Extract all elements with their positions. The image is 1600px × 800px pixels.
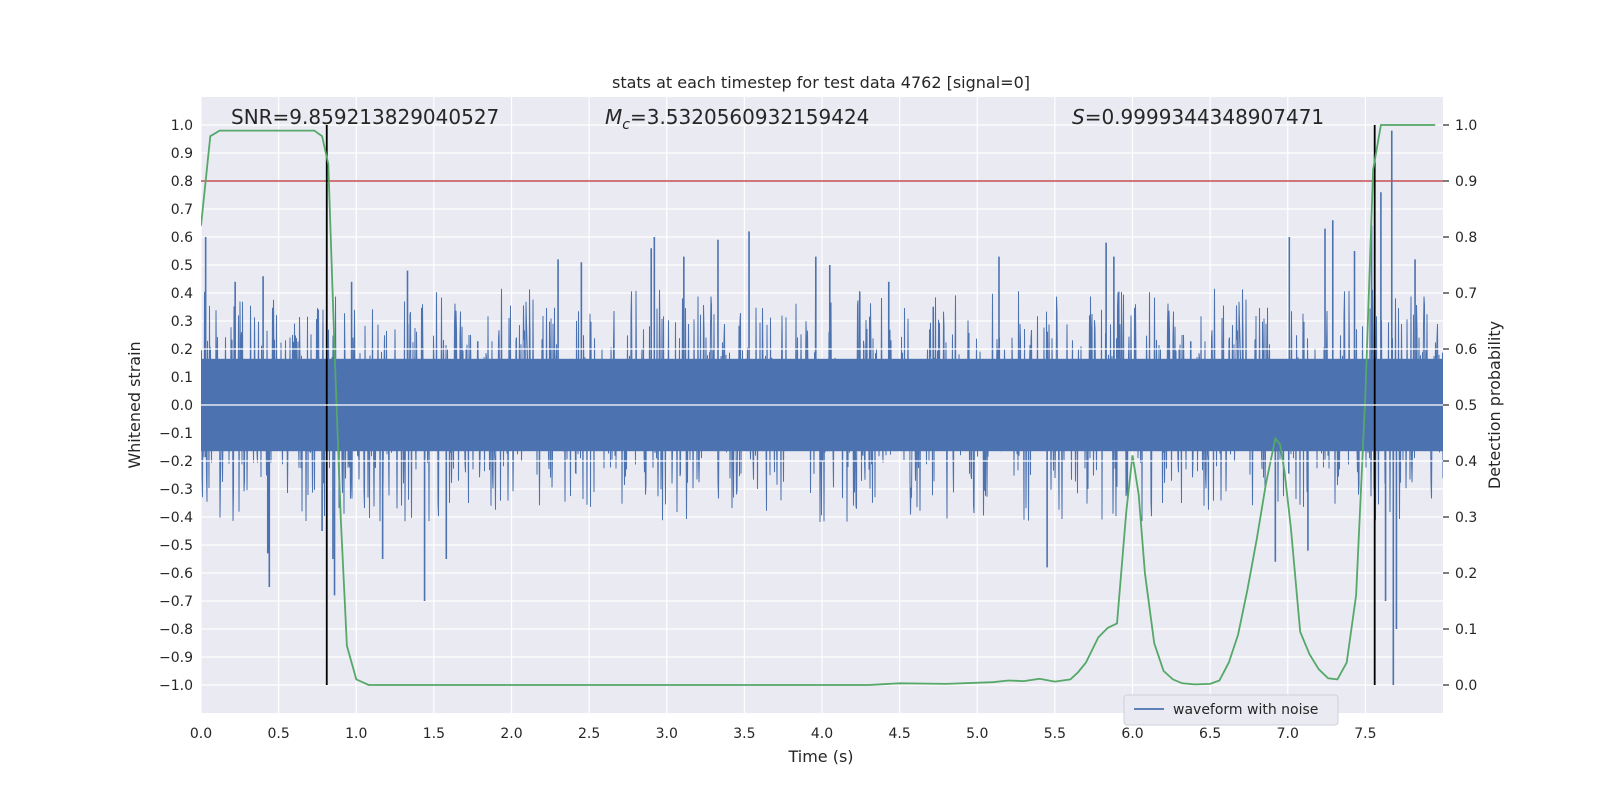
y-tick-label-1: −0.9 <box>159 650 193 666</box>
y2-tick-label-5: 0.5 <box>1455 398 1477 414</box>
x-tick-label-12: 6.0 <box>1121 726 1143 742</box>
y-tick-label-7: −0.3 <box>159 482 193 498</box>
x-tick-label-0: 0.0 <box>190 726 212 742</box>
y-tick-label-14: 0.4 <box>171 286 193 302</box>
y-tick-label-6: −0.4 <box>159 510 193 526</box>
chirp-mass-subscript: c <box>622 117 630 133</box>
x-tick-label-6: 3.0 <box>656 726 678 742</box>
y-tick-label-10: 0.0 <box>171 398 193 414</box>
y2-axis-label: Detection probability <box>1485 321 1504 489</box>
y-tick-label-12: 0.2 <box>171 342 193 358</box>
y2-tick-label-0: 0.0 <box>1455 678 1477 694</box>
y-tick-label-17: 0.7 <box>171 202 193 218</box>
probability-series <box>201 124 1436 686</box>
x-tick-label-3: 1.5 <box>423 726 445 742</box>
y-tick-label-4: −0.6 <box>159 566 193 582</box>
x-axis-label: Time (s) <box>787 747 853 766</box>
y-tick-label-2: −0.8 <box>159 622 193 638</box>
y2-tick-label-4: 0.4 <box>1455 454 1477 470</box>
y-tick-label-3: −0.7 <box>159 594 193 610</box>
x-tick-label-4: 2.0 <box>500 726 522 742</box>
chirp-mass-annotation: Mc=3.5320560932159424 <box>605 105 869 133</box>
x-tick-label-14: 7.0 <box>1277 726 1299 742</box>
x-tick-label-11: 5.5 <box>1044 726 1066 742</box>
y2-tick-label-6: 0.6 <box>1455 342 1477 358</box>
x-tick-label-10: 5.0 <box>966 726 988 742</box>
x-tick-label-2: 1.0 <box>345 726 367 742</box>
y-tick-label-20: 1.0 <box>171 118 193 134</box>
legend-box <box>1123 694 1339 726</box>
y-tick-label-0: −1.0 <box>159 678 193 694</box>
x-tick-label-5: 2.5 <box>578 726 600 742</box>
y-tick-label-18: 0.8 <box>171 174 193 190</box>
x-tick-label-13: 6.5 <box>1199 726 1221 742</box>
y2-tick-label-1: 0.1 <box>1455 622 1477 638</box>
x-tick-label-7: 3.5 <box>733 726 755 742</box>
y-axis-ticks: −1.0 −0.9 −0.8 −0.7 −0.6 −0.5 −0.4 −0.3 −0.2 −0.1… <box>159 118 193 694</box>
y-tick-label-11: 0.1 <box>171 370 193 386</box>
y-tick-label-19: 0.9 <box>171 146 193 162</box>
x-tick-label-15: 7.5 <box>1354 726 1376 742</box>
score-annotation: S=0.9999344348907471 <box>1072 105 1324 129</box>
chart-title: stats at each timestep for test data 476… <box>612 73 1030 92</box>
white-reference-lines <box>201 348 1443 462</box>
chirp-mass-symbol: M <box>605 105 622 129</box>
y-tick-label-13: 0.3 <box>171 314 193 330</box>
x-axis-ticks: 0.0 0.5 1.0 1.5 2.0 2.5 3.0 3.5 4.0 4.5 5.0 5.5 6.0 6… <box>190 726 1377 742</box>
y2-axis-ticks: 0.0 0.1 0.2 0.3 0.4 0.5 0.6 0.7 0.8 0.9 1.0 <box>1443 118 1477 694</box>
y2-tick-label-8: 0.8 <box>1455 230 1477 246</box>
x-tick-label-8: 4.0 <box>811 726 833 742</box>
y-axis-label: Whitened strain <box>125 341 144 468</box>
legend: waveform with noise <box>1123 694 1339 726</box>
y2-tick-label-3: 0.3 <box>1455 510 1477 526</box>
x-tick-label-1: 0.5 <box>267 726 289 742</box>
y2-tick-label-2: 0.2 <box>1455 566 1477 582</box>
y-tick-label-15: 0.5 <box>171 258 193 274</box>
snr-annotation: SNR=9.859213829040527 <box>231 105 499 129</box>
legend-entry: waveform with noise <box>1173 702 1318 718</box>
score-symbol: S <box>1072 105 1085 129</box>
y-tick-label-9: −0.1 <box>159 426 193 442</box>
score-value: =0.9999344348907471 <box>1085 105 1324 129</box>
probability-line <box>201 124 1436 686</box>
y-tick-label-16: 0.6 <box>171 230 193 246</box>
y-tick-label-5: −0.5 <box>159 538 193 554</box>
y-tick-label-8: −0.2 <box>159 454 193 470</box>
y2-tick-label-7: 0.7 <box>1455 286 1477 302</box>
y2-tick-label-10: 1.0 <box>1455 118 1477 134</box>
y2-tick-label-9: 0.9 <box>1455 174 1477 190</box>
x-tick-label-9: 4.5 <box>888 726 910 742</box>
chirp-mass-value: =3.5320560932159424 <box>630 105 869 129</box>
